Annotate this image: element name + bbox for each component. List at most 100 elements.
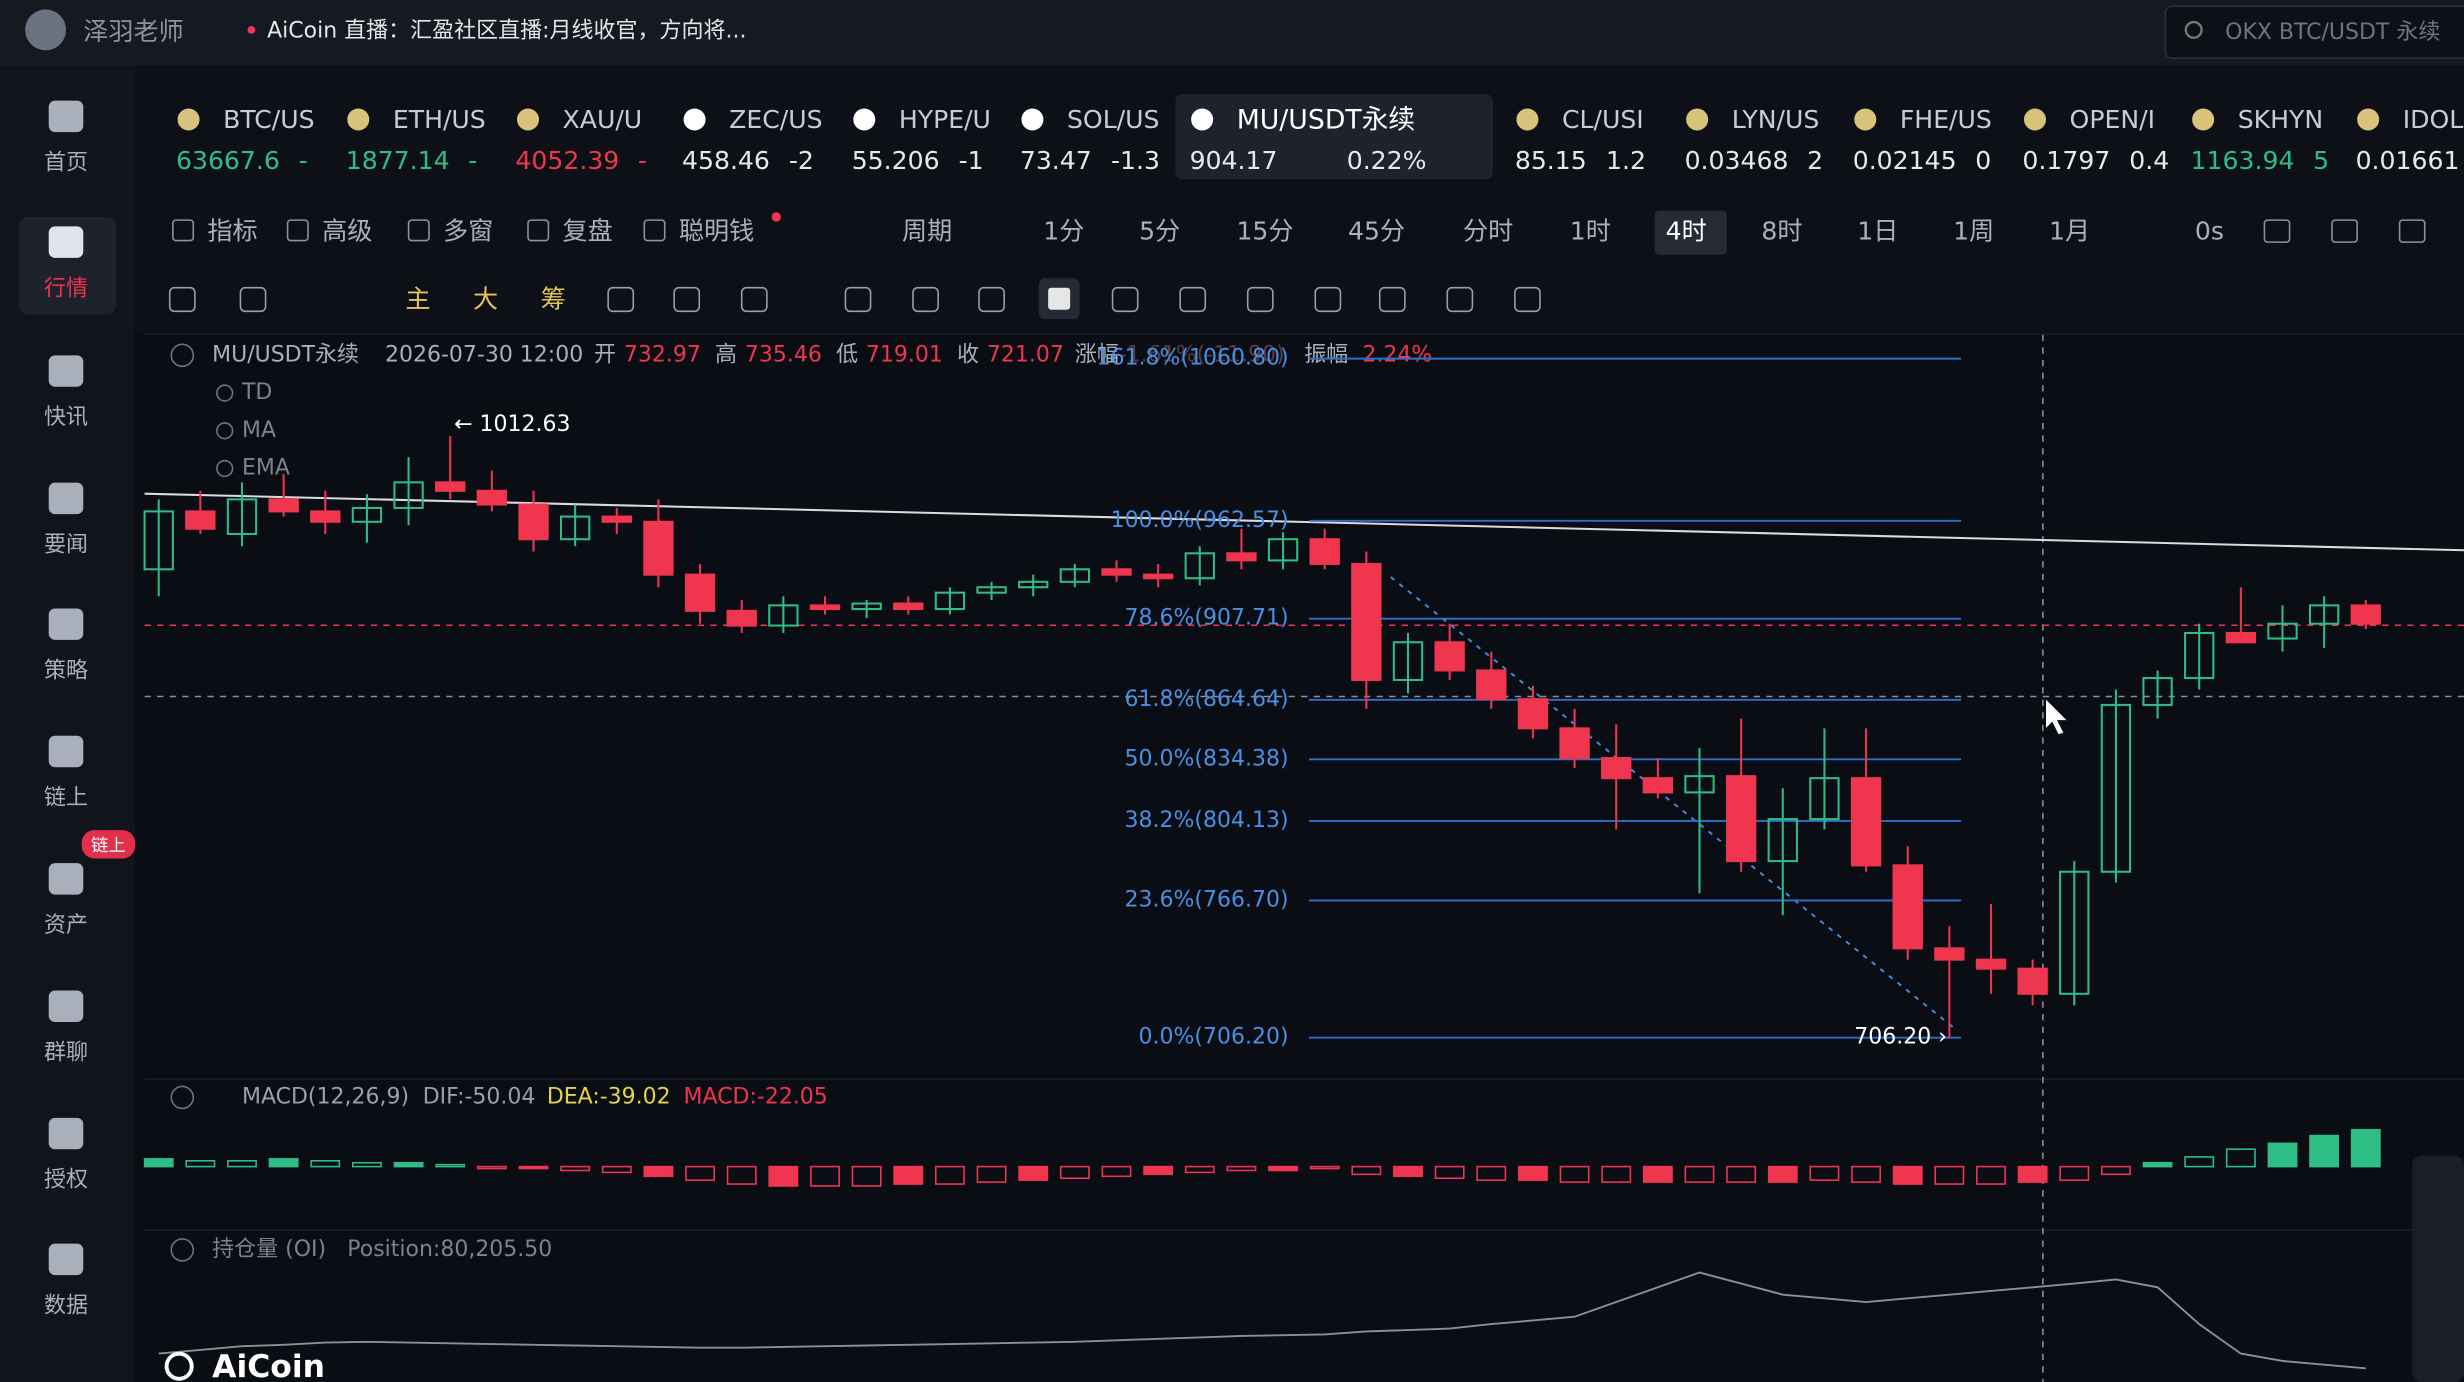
user-name[interactable]: 泽羽老师 (83, 17, 183, 46)
drawing-icon[interactable] (1314, 286, 1342, 313)
ticker-name[interactable]: XAU/U (563, 105, 643, 134)
drawing-icon[interactable] (1111, 286, 1139, 313)
tool-label[interactable]: 多窗 (443, 217, 493, 246)
drawing-icon[interactable] (978, 286, 1005, 313)
sidebar-icon[interactable] (48, 990, 84, 1022)
drawing-tool[interactable]: 筹 (541, 284, 566, 313)
sidebar-icon[interactable] (48, 482, 84, 515)
ticker-change[interactable]: 0 (1975, 146, 1991, 175)
collapse[interactable] (170, 1238, 195, 1262)
sidebar-icon[interactable] (48, 735, 84, 768)
ticker-price[interactable]: 0.03468 (1685, 146, 1789, 175)
drawing-icon[interactable] (673, 286, 701, 313)
ticker-price[interactable]: 73.47 (1020, 146, 1092, 175)
tool-label[interactable]: 聪明钱 (679, 217, 754, 246)
ticker-price[interactable]: 0.02145 (1853, 146, 1957, 175)
ticker-change[interactable]: 2 (1807, 146, 1823, 175)
period[interactable]: 1分 (1043, 217, 1084, 246)
ticker-name[interactable]: ZEC/US (729, 105, 822, 134)
ticker-price[interactable]: 904.17 (1190, 146, 1278, 175)
sidebar-icon[interactable] (48, 1117, 84, 1150)
ticker-change[interactable]: -1.3 (1111, 146, 1160, 175)
search-text[interactable]: OKX BTC/USDT 永续 (2225, 20, 2440, 45)
indicator[interactable]: TD (241, 380, 272, 405)
period[interactable]: 8时 (1761, 217, 1802, 246)
sidebar-label[interactable]: 授权 (44, 1168, 88, 1193)
ticker-change[interactable]: - (299, 146, 308, 175)
sidebar-label[interactable]: 数据 (44, 1294, 88, 1319)
sidebar-label[interactable]: 资产 (44, 913, 88, 938)
sidebar-label[interactable]: 首页 (44, 151, 88, 176)
ticker-name[interactable]: MU/USDT永续 (1237, 105, 1415, 136)
drawing-icon[interactable] (1246, 286, 1274, 313)
ticker-name[interactable]: BTC/US (223, 105, 314, 134)
sidebar-label[interactable]: 链上 (44, 786, 88, 811)
trend-line[interactable] (144, 492, 2464, 552)
indicator[interactable]: MA (242, 418, 276, 443)
sidebar-label[interactable]: 行情 (44, 276, 88, 301)
drawing-icon[interactable] (1446, 286, 1474, 313)
sidebar-icon[interactable] (48, 608, 84, 640)
period[interactable]: 45分 (1348, 217, 1405, 246)
ticker-name[interactable]: OPEN/I (2070, 105, 2155, 134)
ticker-name[interactable]: IDOL (2403, 105, 2464, 134)
ticker-name[interactable]: FHE/US (1900, 105, 1992, 134)
drawing-tool[interactable]: 主 (405, 284, 430, 313)
drawing-icon[interactable] (740, 286, 768, 313)
ticker-name[interactable]: HYPE/U (899, 105, 991, 134)
tool-button[interactable] (2263, 219, 2291, 243)
ticker-price[interactable]: 4052.39 (515, 146, 619, 175)
sidebar-icon[interactable] (48, 226, 84, 258)
ticker-change[interactable]: 0.22% (1347, 146, 1427, 175)
tool-label[interactable]: 复盘 (563, 217, 613, 246)
tool-label[interactable]: 高级 (322, 217, 372, 246)
drawing-icon[interactable] (1048, 287, 1071, 310)
sidebar-icon[interactable] (48, 355, 84, 387)
sidebar-icon[interactable] (48, 1243, 84, 1276)
collapse[interactable] (170, 1085, 195, 1110)
drawing-icon[interactable] (607, 286, 635, 313)
ticker-price[interactable]: 55.206 (852, 146, 940, 175)
ticker-name[interactable]: SOL/US (1067, 105, 1160, 134)
period[interactable]: 1月 (2049, 217, 2090, 246)
period-menu[interactable]: 周期 (902, 217, 952, 246)
ticker-price[interactable]: 85.15 (1515, 146, 1587, 175)
sidebar-icon[interactable] (48, 100, 84, 133)
ticker-price[interactable]: 1163.94 (2191, 146, 2295, 175)
ticker-price[interactable]: 0.01661 (2356, 146, 2460, 175)
ticker-change[interactable]: 0.4 (2129, 146, 2169, 175)
drawing-icon[interactable] (1179, 286, 1207, 313)
ticker-name[interactable]: ETH/US (393, 105, 486, 134)
sidebar-icon[interactable] (48, 863, 84, 895)
period[interactable]: 15分 (1236, 217, 1293, 246)
period[interactable]: 1日 (1857, 217, 1898, 246)
drawing-icon[interactable] (1514, 286, 1541, 313)
ticker-change[interactable]: -2 (789, 146, 814, 175)
sidebar-label[interactable]: 群聊 (44, 1040, 88, 1065)
drawing-icon[interactable] (912, 286, 939, 313)
period[interactable]: 1时 (1570, 217, 1611, 246)
collapse[interactable] (170, 343, 195, 368)
drawing-icon[interactable] (239, 286, 267, 313)
ticker-change[interactable]: -1 (959, 146, 984, 175)
sidebar-label[interactable]: 快讯 (44, 405, 88, 430)
side-panel[interactable] (2412, 1155, 2464, 1382)
ticker-name[interactable]: LYN/US (1732, 105, 1820, 134)
indicator[interactable]: EMA (242, 456, 290, 481)
ticker-name[interactable]: SKHYN (2238, 105, 2323, 134)
tool-button[interactable] (2398, 219, 2426, 243)
avatar[interactable] (25, 9, 66, 51)
drawing-icon[interactable] (1378, 286, 1406, 313)
period[interactable]: 5分 (1139, 217, 1180, 246)
search-box[interactable] (2164, 5, 2464, 59)
period[interactable]: 1周 (1953, 217, 1994, 246)
sidebar-label[interactable]: 策略 (44, 658, 88, 683)
period[interactable]: 分时 (1463, 217, 1513, 246)
ticker-price[interactable]: 1877.14 (346, 146, 450, 175)
ticker-price[interactable]: 458.46 (682, 146, 770, 175)
drawing-icon[interactable] (168, 286, 196, 313)
tool-button[interactable] (2331, 219, 2358, 243)
ticker-change[interactable]: 5 (2313, 146, 2329, 175)
drawing-icon[interactable] (844, 286, 872, 313)
drawing-tool[interactable]: 大 (473, 284, 498, 313)
